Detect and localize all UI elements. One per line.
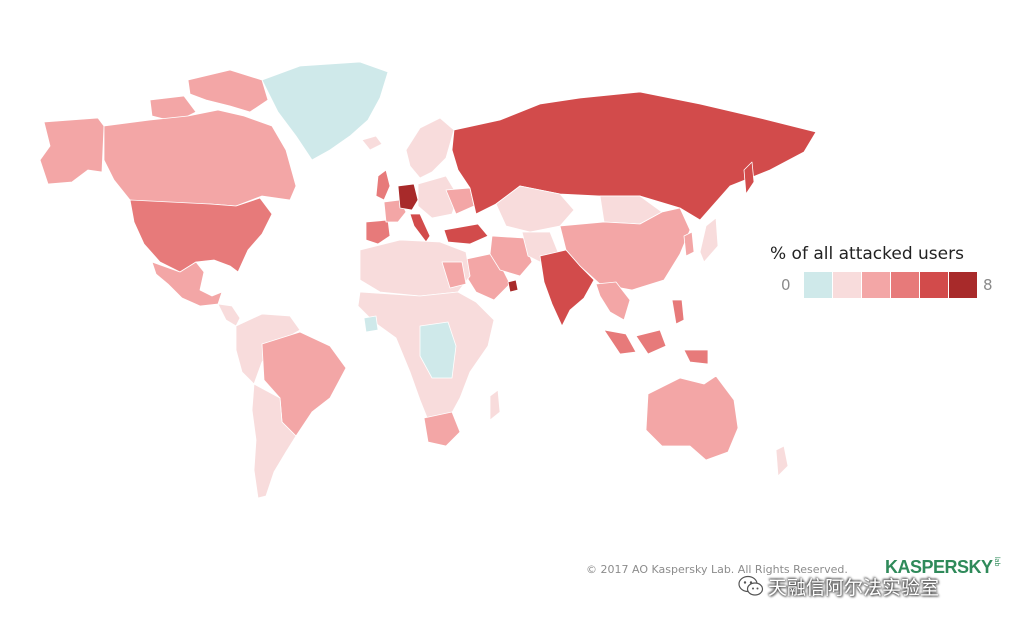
region-far-east-island xyxy=(743,161,755,195)
region-italy xyxy=(409,213,431,243)
wechat-icon xyxy=(738,575,764,596)
legend-max-label: 8 xyxy=(983,276,993,294)
region-arctic-islands xyxy=(187,69,269,113)
legend-swatch-0 xyxy=(804,272,832,298)
region-uae xyxy=(507,279,519,293)
region-mexico xyxy=(151,261,223,307)
region-brazil xyxy=(261,331,347,437)
region-philippines xyxy=(671,299,685,325)
region-japan xyxy=(699,217,719,263)
legend-swatch-5 xyxy=(949,272,977,298)
legend-swatch-1 xyxy=(833,272,861,298)
copyright-text: © 2017 AO Kaspersky Lab. All Rights Rese… xyxy=(586,563,848,576)
region-kazakhstan xyxy=(495,185,575,233)
region-spain xyxy=(365,219,391,245)
region-korea xyxy=(683,231,695,257)
region-new-guinea xyxy=(683,349,709,365)
region-eastern-europe xyxy=(417,175,459,219)
region-south-africa xyxy=(423,411,461,447)
region-australia xyxy=(645,375,739,461)
region-central-africa xyxy=(419,321,457,379)
legend-swatch-2 xyxy=(862,272,890,298)
watermark-text: 天融信阿尔法实验室 xyxy=(768,576,940,599)
region-usa xyxy=(129,197,273,273)
legend-swatches xyxy=(804,272,978,298)
watermark: 天融信阿尔法实验室 xyxy=(738,572,939,600)
legend-min-label: 0 xyxy=(781,276,791,294)
region-alaska xyxy=(39,117,105,185)
region-new-zealand xyxy=(775,445,789,477)
legend-scale: 0 8 xyxy=(770,270,1000,300)
region-india xyxy=(539,249,595,327)
region-southeast-asia xyxy=(595,281,631,321)
region-indonesia-west xyxy=(603,329,637,355)
region-russia xyxy=(451,91,817,221)
region-central-america xyxy=(217,303,241,327)
region-egypt xyxy=(441,261,467,289)
legend: % of all attacked users 0 8 xyxy=(770,244,1000,300)
legend-swatch-3 xyxy=(891,272,919,298)
region-uk xyxy=(375,169,391,201)
legend-swatch-4 xyxy=(920,272,948,298)
kaspersky-logo-sub: lab xyxy=(993,557,1000,567)
region-madagascar xyxy=(489,389,501,421)
kaspersky-logo: KASPERSKY xyxy=(885,557,993,577)
region-greenland xyxy=(261,61,389,161)
region-germany xyxy=(397,183,419,211)
region-southern-cone xyxy=(251,383,297,499)
legend-title: % of all attacked users xyxy=(770,244,964,264)
region-indonesia-central xyxy=(635,329,667,355)
region-canada xyxy=(103,109,297,207)
region-turkey xyxy=(443,223,489,245)
region-iceland xyxy=(361,135,383,151)
region-west-africa xyxy=(363,315,379,333)
region-scandinavia xyxy=(405,117,455,179)
